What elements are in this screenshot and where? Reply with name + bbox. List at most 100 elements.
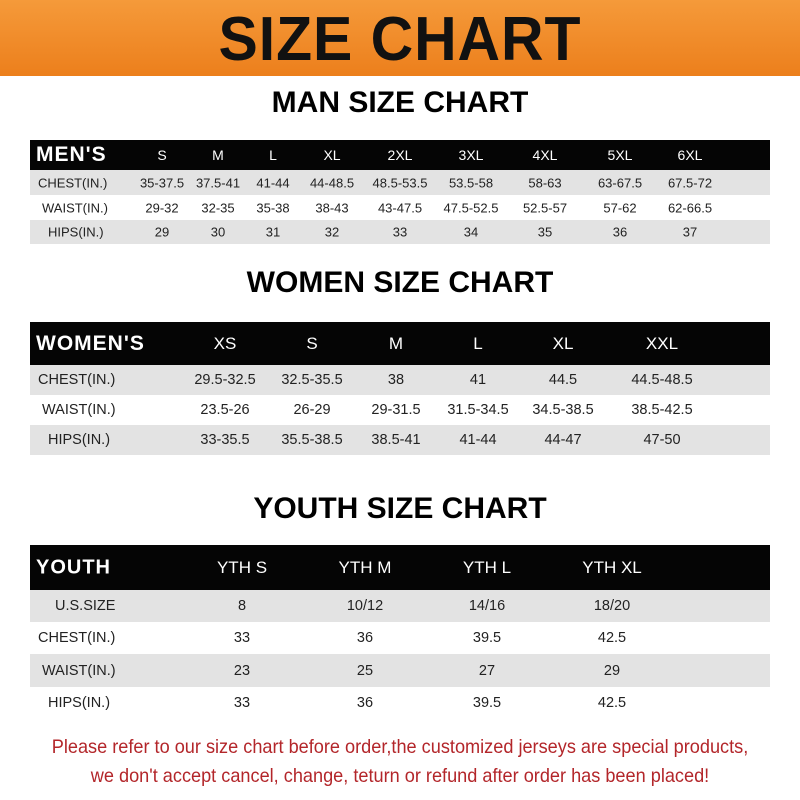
table-row: WAIST(IN.) 29-32 32-35 35-38 38-43 43-47.5 47.… — [30, 195, 770, 220]
table-cell: 39.5 — [472, 630, 502, 646]
row-label: WAIST(IN.) — [42, 662, 116, 679]
table-row: HIPS(IN.) 33 36 39.5 42.5 — [30, 687, 770, 719]
size-header: L — [269, 147, 277, 163]
size-header: S — [306, 333, 318, 353]
table-cell: 44.5-48.5 — [631, 372, 693, 388]
row-label: HIPS(IN.) — [48, 695, 111, 711]
table-cell: 29 — [154, 224, 170, 240]
table-cell: 26-29 — [293, 402, 331, 418]
men-corner-label: MEN'S — [36, 143, 107, 166]
size-header: 3XL — [458, 147, 484, 163]
size-header: XS — [213, 333, 237, 353]
size-header: 4XL — [532, 147, 558, 163]
table-cell: 39.5 — [472, 695, 502, 711]
table-row: HIPS(IN.) 33-35.5 35.5-38.5 38.5-41 41-44 44-… — [30, 425, 770, 455]
row-label: WAIST(IN.) — [42, 200, 108, 215]
table-cell: 44-47 — [544, 432, 582, 448]
table-cell: 52.5-57 — [522, 200, 568, 215]
row-label: HIPS(IN.) — [48, 224, 104, 240]
size-header: S — [157, 147, 167, 163]
table-cell: 38-43 — [315, 200, 349, 215]
table-row: CHEST(IN.) 33 36 39.5 42.5 — [30, 622, 770, 654]
women-section-title: WOMEN SIZE CHART — [246, 266, 554, 299]
table-cell: 29 — [603, 662, 621, 679]
table-cell: 33 — [233, 695, 251, 711]
size-header: YTH XL — [582, 557, 642, 577]
notice-line-1: Please refer to our size chart before or… — [51, 736, 749, 758]
table-cell: 41-44 — [256, 175, 290, 190]
table-row: HIPS(IN.) 29 30 31 32 33 34 35 36 37 — [30, 220, 770, 244]
table-cell: 44-48.5 — [309, 175, 355, 190]
table-cell: 44.5 — [548, 372, 578, 388]
table-cell: 32 — [324, 224, 340, 240]
table-cell: 35 — [537, 224, 553, 240]
table-cell: 37.5-41 — [195, 175, 241, 190]
youth-header-row: YOUTH YTH S YTH M YTH L YTH XL — [30, 545, 770, 590]
row-label: U.S.SIZE — [55, 598, 116, 614]
table-cell: 29-32 — [145, 200, 179, 215]
table-cell: 63-67.5 — [597, 175, 643, 190]
table-cell: 38.5-42.5 — [631, 402, 693, 418]
youth-section-title: YOUTH SIZE CHART — [253, 492, 547, 525]
table-cell: 33 — [392, 224, 408, 240]
notice-line-2: we don't accept cancel, change, teturn o… — [90, 765, 710, 787]
row-label: CHEST(IN.) — [38, 175, 108, 190]
table-cell: 36 — [356, 630, 374, 646]
table-cell: 35-37.5 — [139, 175, 185, 190]
table-cell: 62-66.5 — [667, 200, 713, 215]
size-header: YTH S — [216, 557, 268, 577]
banner-title: SIZE CHART — [218, 5, 582, 74]
size-header: 5XL — [607, 147, 633, 163]
size-header: XL — [552, 333, 574, 353]
table-cell: 42.5 — [597, 695, 627, 711]
row-label: CHEST(IN.) — [38, 630, 116, 646]
table-cell: 14/16 — [468, 598, 506, 614]
table-cell: 30 — [210, 224, 226, 240]
men-header-row: MEN'S S M L XL 2XL 3XL 4XL 5XL 6XL — [30, 140, 770, 170]
table-row: CHEST(IN.) 29.5-32.5 32.5-35.5 38 41 44.5 44.5… — [30, 365, 770, 395]
row-label: HIPS(IN.) — [48, 432, 111, 448]
men-size-table: MEN'S S M L XL 2XL 3XL 4XL 5XL 6XL CHEST(IN.) 35-37… — [30, 140, 770, 244]
table-cell: 25 — [356, 662, 374, 679]
table-cell: 32-35 — [201, 200, 235, 215]
size-header: L — [473, 333, 483, 353]
size-header: 6XL — [677, 147, 703, 163]
table-cell: 31.5-34.5 — [447, 402, 509, 418]
table-cell: 32.5-35.5 — [281, 372, 343, 388]
table-cell: 37 — [682, 224, 698, 240]
table-cell: 36 — [612, 224, 628, 240]
table-cell: 47-50 — [643, 432, 681, 448]
table-row: CHEST(IN.) 35-37.5 37.5-41 41-44 44-48.5 48.5… — [30, 170, 770, 195]
table-cell: 35-38 — [256, 200, 290, 215]
men-section-title: MAN SIZE CHART — [271, 86, 529, 119]
table-cell: 67.5-72 — [667, 175, 713, 190]
banner: SIZE CHART — [0, 0, 800, 76]
row-label: WAIST(IN.) — [42, 402, 116, 418]
table-cell: 33-35.5 — [200, 432, 250, 448]
table-cell: 29.5-32.5 — [194, 372, 256, 388]
table-cell: 10/12 — [346, 598, 384, 614]
table-cell: 35.5-38.5 — [281, 432, 343, 448]
size-header: YTH L — [462, 557, 512, 577]
table-row: U.S.SIZE 8 10/12 14/16 18/20 — [30, 590, 770, 622]
table-cell: 36 — [356, 695, 374, 711]
table-cell: 42.5 — [597, 630, 627, 646]
table-cell: 48.5-53.5 — [372, 175, 428, 190]
row-label: CHEST(IN.) — [38, 372, 116, 388]
table-row: WAIST(IN.) 23 25 27 29 — [30, 654, 770, 687]
youth-corner-label: YOUTH — [36, 556, 111, 578]
table-cell: 53.5-58 — [448, 175, 494, 190]
table-cell: 29-31.5 — [371, 402, 421, 418]
size-header: XL — [323, 147, 341, 163]
youth-size-table: YOUTH YTH S YTH M YTH L YTH XL U.S.SIZE 8 10/12… — [30, 545, 770, 719]
size-header: M — [388, 333, 404, 353]
table-cell: 18/20 — [593, 598, 631, 614]
women-corner-label: WOMEN'S — [36, 331, 145, 355]
table-row: WAIST(IN.) 23.5-26 26-29 29-31.5 31.5-34.5 34… — [30, 395, 770, 425]
table-cell: 57-62 — [603, 200, 637, 215]
table-cell: 23.5-26 — [200, 402, 250, 418]
table-cell: 33 — [233, 630, 251, 646]
table-cell: 38.5-41 — [371, 432, 421, 448]
table-cell: 27 — [478, 662, 496, 679]
table-cell: 47.5-52.5 — [443, 200, 499, 215]
